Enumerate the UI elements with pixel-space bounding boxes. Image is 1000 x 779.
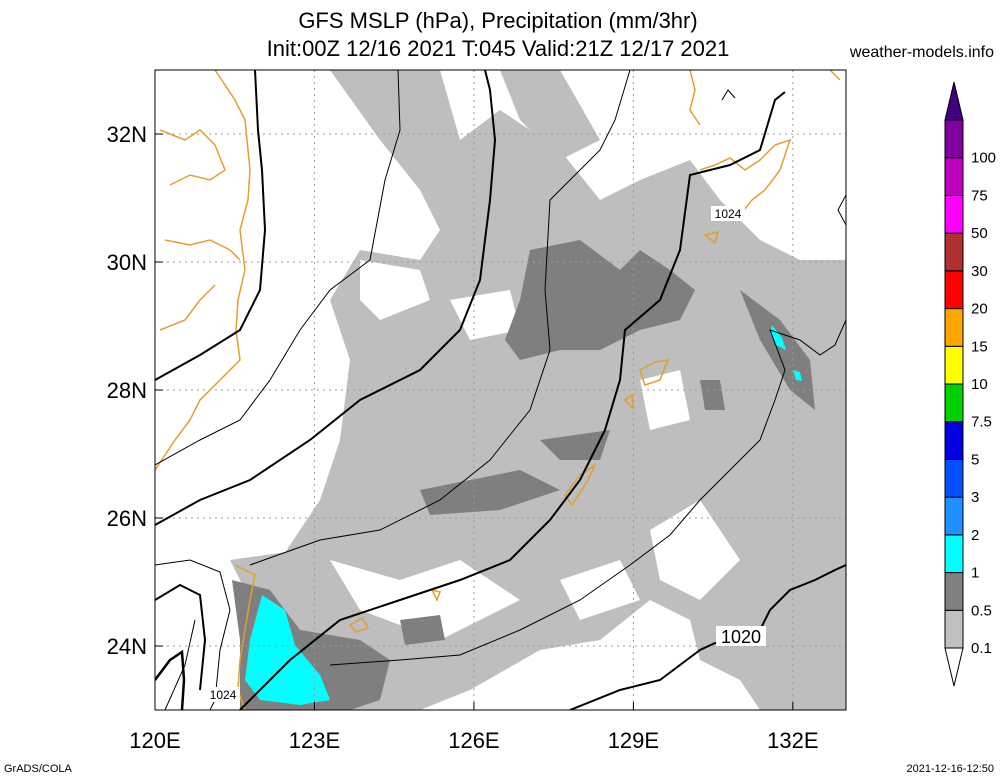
colorbar-label: 2: [971, 527, 979, 544]
lat-tick-label: 32N: [107, 122, 147, 147]
colorbar-label: 7.5: [971, 414, 992, 431]
lat-tick-label: 26N: [107, 506, 147, 531]
precip-gap: [450, 290, 520, 340]
colorbar-swatch: [944, 157, 964, 196]
lat-tick-label: 24N: [107, 634, 147, 659]
isobar-layer: [155, 70, 846, 710]
isobar-label: 1024: [210, 688, 237, 702]
colorbar-swatch: [944, 232, 964, 272]
colorbar-swatch: [944, 534, 964, 574]
precip-area-heavy: [793, 370, 802, 381]
precip-area-heavy: [245, 595, 330, 705]
precip-gap: [360, 260, 430, 320]
lon-tick-label: 123E: [289, 728, 340, 753]
colorbar-swatch: [944, 194, 964, 234]
colorbar-swatch: [944, 609, 964, 649]
isobar: [754, 564, 846, 641]
coastline-islands: [623, 393, 634, 410]
precip-gap: [640, 370, 690, 430]
isobar: [155, 583, 207, 691]
colorbar-swatch: [944, 458, 964, 498]
precip-gap: [330, 560, 520, 640]
colorbar-swatch: [944, 496, 964, 536]
isobar-label: 1020: [721, 627, 761, 647]
lon-tick-label: 120E: [129, 728, 180, 753]
coastline-islands: [564, 462, 597, 507]
colorbar-label: 0.5: [971, 602, 992, 619]
isobar: [329, 319, 846, 666]
lat-tick-label: 30N: [107, 250, 147, 275]
precip-area-medium: [505, 240, 695, 360]
title-line-1: GFS MSLP (hPa), Precipitation (mm/3hr): [298, 8, 698, 33]
colorbar-label: 5: [971, 451, 979, 468]
footer-software: GrADS/COLA: [4, 763, 72, 775]
isobar: [721, 89, 736, 101]
isobar-label-bg: [711, 206, 745, 221]
precip-area-medium: [420, 470, 560, 515]
colorbar-swatch: [944, 572, 964, 611]
precip-area-medium: [400, 615, 445, 645]
coastline-kyushu: [699, 138, 792, 216]
footer-timestamp: 2021-12-16-12:50: [906, 763, 994, 775]
coastline-islands: [430, 588, 441, 602]
isobar-label-bg: [206, 687, 240, 702]
lon-tick-label: 129E: [608, 728, 659, 753]
axis-labels: 120E 123E 126E 129E 132E 24N 26N 28N 30N 32N: [107, 122, 819, 753]
coastline-china: [155, 70, 251, 471]
colorbar-swatch: [944, 270, 964, 310]
isobar: [155, 70, 401, 466]
colorbar-swatch: [944, 383, 964, 423]
colorbar-label: 100: [971, 150, 996, 167]
isobar: [837, 194, 846, 226]
isobar: [155, 649, 186, 710]
colorbar-label: 15: [971, 338, 988, 355]
coastline-islands: [639, 359, 670, 386]
isobar: [155, 70, 267, 381]
colorbar-label: 50: [971, 225, 988, 242]
colorbar-swatch: [944, 345, 964, 385]
lat-tick-label: 28N: [107, 378, 147, 403]
coastline-china: [159, 129, 226, 186]
coastline-layer: [155, 70, 841, 710]
lon-tick-label: 132E: [767, 728, 818, 753]
colorbar-swatch: [944, 421, 964, 460]
isobar-label-bg: [716, 626, 766, 646]
colorbar: 0.1 0.5 1 2 3 5 7.5 10 15 20 30 50 75 100: [944, 81, 996, 687]
colorbar-swatch: [944, 119, 964, 159]
graticule: [155, 70, 846, 710]
isobar: [239, 91, 786, 710]
precip-area-medium: [700, 380, 725, 410]
credit-text: weather-models.info: [849, 44, 994, 61]
precip-gap: [650, 500, 740, 600]
coastline-islands: [703, 230, 720, 245]
isobar: [155, 70, 497, 526]
coastline-islands: [829, 70, 841, 81]
isobar: [249, 70, 631, 566]
precip-area-medium: [540, 430, 610, 460]
coastline-china: [159, 284, 216, 331]
coastline-islands: [348, 616, 370, 633]
coastline-korea: [689, 70, 701, 126]
isobar-label: 1024: [715, 207, 742, 221]
coastline-china: [164, 239, 241, 261]
isobar: [164, 619, 196, 710]
precip-area-light: [500, 70, 600, 160]
lon-tick-label: 126E: [448, 728, 499, 753]
colorbar-label: 10: [971, 376, 988, 393]
colorbar-swatch: [944, 308, 964, 347]
precip-gap: [560, 560, 640, 620]
colorbar-label: 30: [971, 263, 988, 280]
title-line-2: Init:00Z 12/16 2021 T:045 Valid:21Z 12/1…: [266, 36, 730, 61]
colorbar-label: 0.1: [971, 640, 992, 657]
colorbar-label: 1: [971, 565, 979, 582]
colorbar-label: 20: [971, 301, 988, 318]
colorbar-top-triangle: [944, 81, 964, 121]
precip-layer: [230, 70, 846, 710]
colorbar-label: 75: [971, 187, 988, 204]
colorbar-label: 3: [971, 489, 979, 506]
colorbar-bottom-triangle: [944, 647, 964, 687]
